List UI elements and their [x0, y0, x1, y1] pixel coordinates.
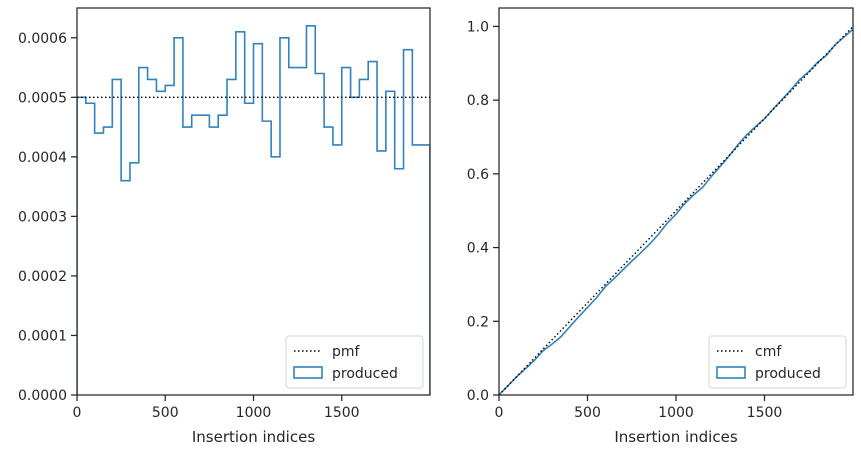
cmf-y-tick-label: 0.0: [467, 388, 489, 404]
pmf-y-tick-label: 0.0005: [18, 90, 67, 106]
cmf-y-tick-label: 0.8: [467, 93, 489, 109]
cmf-y-tick-label: 0.6: [467, 167, 489, 183]
pmf-y-tick-label: 0.0000: [18, 388, 67, 404]
pmf-legend-label: pmf: [332, 344, 361, 360]
pmf-x-axis-label: Insertion indices: [192, 428, 315, 446]
pmf-series-produced-line: [77, 25, 430, 395]
pmf-y-tick-label: 0.0003: [18, 209, 67, 225]
cmf-x-tick-label: 1000: [658, 405, 694, 421]
pmf-produced-legend-patch: [293, 366, 323, 379]
pmf-y-tick-label: 0.0002: [18, 269, 67, 285]
cmf-legend-label: cmf: [755, 344, 782, 360]
pmf-y-tick-label: 0.0006: [18, 31, 67, 47]
cmf-legend: cmf produced: [708, 335, 847, 389]
pmf-x-tick-label: 0: [73, 405, 82, 421]
pmf-x-tick-label: 1000: [236, 405, 272, 421]
cmf-legend-box: [708, 335, 847, 389]
pmf-legend: pmf produced: [285, 335, 424, 389]
pmf-y-tick-label: 0.0004: [18, 150, 67, 166]
cmf-panel: 0 500 1000 1500 0.0 0.2 0.4 0.6 0.8 1.0 Insertion…: [467, 7, 854, 446]
cmf-y-tick-label: 1.0: [467, 19, 489, 35]
pmf-produced-legend-label: produced: [332, 366, 398, 382]
pmf-x-tick-label: 1500: [324, 405, 360, 421]
pmf-panel: 0 500 1000 1500 0.0000 0.0001 0.0002 0.0003 0.00…: [18, 7, 431, 446]
cmf-x-axis-label: Insertion indices: [614, 428, 737, 446]
cmf-y-tick-label: 0.2: [467, 314, 489, 330]
pmf-x-tick-label: 500: [152, 405, 179, 421]
cmf-series-cmf-line: [499, 25, 853, 395]
cmf-produced-legend-label: produced: [755, 366, 821, 382]
cmf-x-tick-label: 1500: [747, 405, 783, 421]
cmf-x-tick-label: 0: [495, 405, 504, 421]
cmf-x-tick-label: 500: [574, 405, 601, 421]
cmf-y-tick-label: 0.4: [467, 241, 489, 257]
cmf-series-produced-line: [499, 28, 853, 395]
pmf-y-tick-label: 0.0001: [18, 328, 67, 344]
pmf-legend-box: [285, 335, 424, 389]
cmf-produced-legend-patch: [716, 366, 746, 379]
